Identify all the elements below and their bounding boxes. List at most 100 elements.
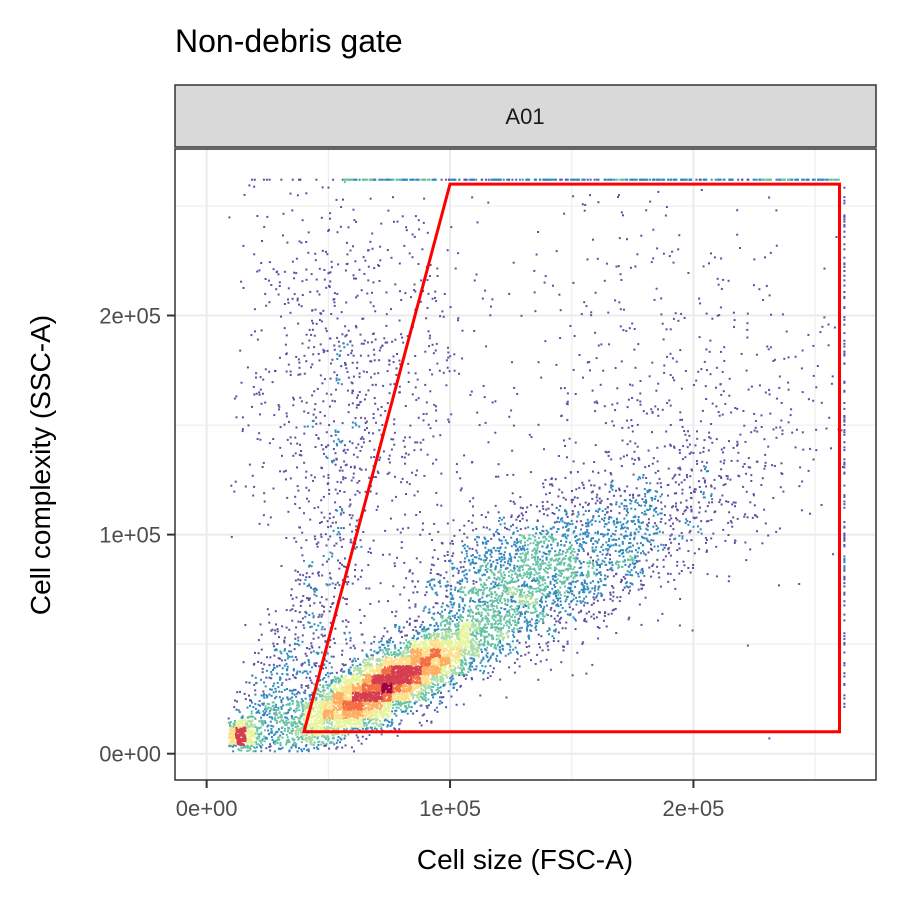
- data-point: [518, 627, 521, 630]
- data-point: [422, 413, 425, 415]
- data-point: [399, 647, 402, 649]
- data-point: [780, 419, 783, 422]
- data-point: [305, 654, 308, 657]
- data-point: [369, 197, 372, 200]
- data-point: [622, 329, 625, 332]
- data-point: [595, 400, 598, 403]
- data-point: [402, 626, 405, 629]
- data-point: [368, 440, 371, 443]
- data-point: [594, 520, 597, 523]
- data-point: [311, 420, 314, 423]
- data-point: [361, 735, 364, 738]
- data-point: [386, 472, 389, 475]
- data-point: [812, 458, 815, 461]
- data-point: [669, 352, 672, 355]
- data-point: [363, 339, 366, 342]
- data-point: [408, 436, 411, 439]
- data-point: [317, 624, 320, 627]
- data-point: [650, 505, 653, 508]
- data-point: [630, 419, 633, 422]
- data-point: [451, 674, 454, 677]
- data-point: [484, 551, 487, 554]
- data-point: [628, 571, 631, 574]
- data-point: [353, 727, 356, 730]
- data-point: [754, 426, 757, 429]
- data-point: [353, 277, 355, 280]
- data-point: [350, 466, 352, 469]
- data-point: [279, 470, 282, 473]
- data-point: [440, 472, 443, 475]
- data-point: [626, 526, 629, 529]
- data-point: [493, 613, 496, 616]
- data-point: [541, 501, 544, 504]
- data-point: [353, 466, 356, 469]
- data-point: [402, 341, 405, 344]
- data-point: [309, 518, 312, 521]
- data-point: [511, 629, 514, 631]
- data-point: [328, 512, 331, 515]
- data-point: [482, 589, 485, 592]
- data-point: [548, 591, 551, 594]
- data-point: [527, 543, 530, 546]
- data-point: [684, 456, 687, 459]
- data-point: [303, 461, 306, 464]
- data-point: [306, 585, 309, 588]
- data-point: [630, 569, 633, 572]
- data-point: [449, 585, 452, 587]
- data-point: [395, 373, 398, 376]
- data-point: [755, 353, 758, 356]
- data-point: [426, 279, 429, 281]
- data-point: [843, 214, 846, 217]
- data-point: [307, 500, 310, 503]
- data-point: [491, 653, 494, 656]
- data-point: [807, 469, 810, 472]
- data-point: [843, 561, 846, 564]
- data-point: [608, 516, 611, 518]
- data-point: [554, 550, 557, 553]
- data-point: [646, 523, 649, 526]
- data-point: [411, 471, 414, 474]
- data-point: [671, 357, 674, 360]
- data-point: [590, 537, 593, 540]
- data-point: [604, 574, 607, 577]
- data-point: [476, 535, 479, 538]
- data-point: [506, 542, 509, 545]
- data-point: [554, 538, 557, 541]
- data-point: [484, 178, 487, 181]
- data-point: [667, 572, 669, 575]
- data-point: [527, 526, 530, 529]
- data-point: [806, 178, 809, 181]
- data-point: [322, 309, 325, 312]
- data-point: [548, 552, 551, 554]
- data-point: [317, 571, 320, 574]
- data-point: [615, 265, 618, 268]
- data-point: [473, 668, 476, 671]
- data-point: [292, 404, 295, 407]
- data-point: [259, 413, 261, 416]
- data-point: [578, 486, 581, 489]
- data-point: [428, 580, 431, 583]
- data-point: [651, 411, 654, 413]
- data-point: [379, 245, 382, 248]
- data-point: [765, 178, 768, 181]
- data-point: [703, 439, 706, 442]
- data-point: [404, 634, 407, 637]
- data-point: [498, 660, 501, 663]
- data-point: [354, 575, 356, 578]
- data-point: [358, 391, 361, 393]
- data-point: [328, 424, 331, 427]
- data-point: [312, 353, 315, 356]
- data-point: [297, 639, 300, 642]
- data-point: [659, 512, 662, 515]
- data-point: [400, 630, 403, 633]
- data-point: [708, 350, 711, 353]
- data-point: [648, 490, 651, 493]
- data-point: [598, 571, 601, 574]
- data-point: [289, 192, 292, 195]
- data-point: [374, 476, 377, 479]
- data-point: [760, 414, 763, 417]
- data-point: [277, 736, 280, 739]
- data-point: [435, 621, 438, 624]
- data-point: [494, 643, 497, 646]
- data-point: [579, 610, 582, 613]
